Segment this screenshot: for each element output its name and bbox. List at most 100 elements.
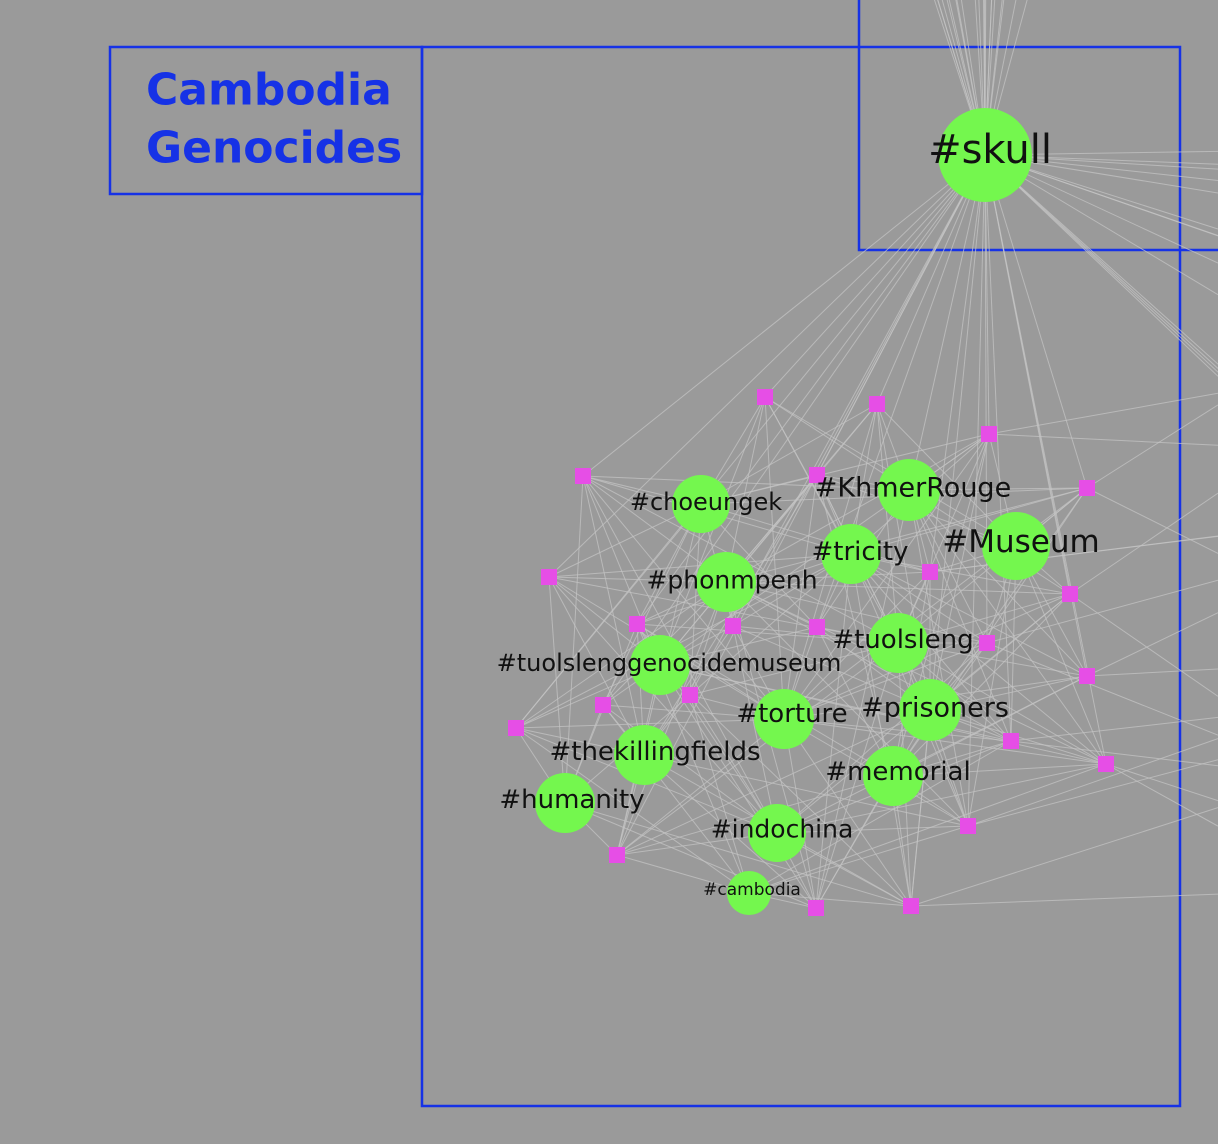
- edge: [850, 553, 912, 907]
- edge: [616, 709, 931, 856]
- edge: [1010, 716, 1218, 742]
- edge: [783, 433, 990, 720]
- post-node[interactable]: [903, 898, 919, 914]
- edge: [659, 664, 912, 907]
- edge: [876, 403, 899, 644]
- edge: [929, 487, 1088, 711]
- edge: [984, 154, 1218, 369]
- edge: [602, 503, 702, 706]
- post-node[interactable]: [609, 847, 625, 863]
- label-cambodia: #cambodia: [703, 880, 801, 900]
- edge: [897, 642, 1107, 765]
- node-museum[interactable]: [982, 512, 1050, 580]
- edge: [783, 718, 1012, 742]
- post-node[interactable]: [1062, 586, 1078, 602]
- edge: [776, 825, 969, 834]
- node-thekillingfields[interactable]: [614, 725, 674, 785]
- node-memorial[interactable]: [863, 746, 923, 806]
- label-phonmpenh: #phonmpenh: [646, 566, 817, 595]
- post-node[interactable]: [808, 900, 824, 916]
- label-indochina: #indochina: [711, 815, 854, 844]
- edge: [908, 489, 1107, 765]
- post-node[interactable]: [809, 619, 825, 635]
- post-node[interactable]: [508, 720, 524, 736]
- node-choeungek[interactable]: [672, 475, 730, 533]
- edge: [1105, 763, 1218, 827]
- post-node[interactable]: [629, 616, 645, 632]
- chart-title: Cambodia Genocides: [146, 65, 402, 174]
- post-node[interactable]: [922, 564, 938, 580]
- post-node[interactable]: [809, 467, 825, 483]
- edge: [564, 802, 817, 909]
- edge: [967, 738, 1218, 827]
- edge: [815, 642, 899, 909]
- edge: [783, 642, 988, 720]
- node-tricity[interactable]: [821, 524, 881, 584]
- post-node[interactable]: [1079, 480, 1095, 496]
- edge: [564, 802, 912, 907]
- edge: [1015, 545, 1107, 765]
- post-node[interactable]: [869, 396, 885, 412]
- post-node[interactable]: [979, 635, 995, 651]
- edge: [776, 763, 1107, 834]
- post-node[interactable]: [1098, 756, 1114, 772]
- edge: [725, 581, 1071, 595]
- edge: [748, 763, 1107, 894]
- node-khmerrouge[interactable]: [878, 459, 940, 521]
- post-node[interactable]: [575, 468, 591, 484]
- edge: [515, 581, 727, 729]
- edge: [689, 694, 750, 894]
- post-node[interactable]: [725, 618, 741, 634]
- edge: [984, 154, 1218, 377]
- node-skull[interactable]: [938, 108, 1032, 202]
- edge: [908, 489, 969, 827]
- edge: [748, 892, 912, 907]
- edge: [1086, 404, 1218, 489]
- edge: [689, 642, 899, 696]
- node-tuolsleng[interactable]: [868, 613, 928, 673]
- edge: [764, 396, 785, 720]
- edge: [764, 154, 986, 398]
- post-node[interactable]: [1003, 733, 1019, 749]
- label-skull: #skull: [928, 127, 1052, 173]
- label-choeungek: #choeungek: [630, 488, 782, 516]
- edge: [689, 553, 852, 696]
- edge: [783, 718, 1107, 765]
- node-cambodia[interactable]: [727, 871, 771, 915]
- edge: [725, 571, 931, 583]
- post-node[interactable]: [682, 687, 698, 703]
- label-torture: #torture: [736, 699, 847, 729]
- edge: [1069, 492, 1218, 595]
- node-prisoners[interactable]: [899, 679, 961, 741]
- label-thekillingfields: #thekillingfields: [549, 737, 760, 767]
- node-tuolslenggenocidemuseum[interactable]: [630, 635, 690, 695]
- label-khmerrouge: #KhmerRouge: [815, 473, 1011, 504]
- post-node[interactable]: [595, 697, 611, 713]
- post-node[interactable]: [757, 389, 773, 405]
- node-indochina[interactable]: [748, 804, 806, 862]
- edge: [689, 503, 702, 696]
- edge: [783, 718, 912, 907]
- edge: [783, 571, 931, 720]
- edge: [548, 576, 566, 804]
- post-node[interactable]: [1079, 668, 1095, 684]
- edge: [1105, 763, 1218, 802]
- edge: [725, 581, 988, 644]
- edge: [986, 642, 1218, 736]
- edge: [582, 475, 661, 666]
- edge: [732, 154, 986, 627]
- edge: [602, 154, 986, 706]
- edge: [643, 754, 969, 827]
- node-humanity[interactable]: [535, 773, 595, 833]
- post-node[interactable]: [960, 818, 976, 834]
- edge: [616, 642, 899, 856]
- node-phonmpenh[interactable]: [696, 552, 756, 612]
- node-torture[interactable]: [754, 689, 814, 749]
- edge: [984, 154, 1088, 489]
- post-node[interactable]: [981, 426, 997, 442]
- label-tuolsleng: #tuolsleng: [832, 625, 973, 655]
- edge: [910, 709, 931, 907]
- post-node[interactable]: [541, 569, 557, 585]
- title-line-2: Genocides: [146, 123, 402, 174]
